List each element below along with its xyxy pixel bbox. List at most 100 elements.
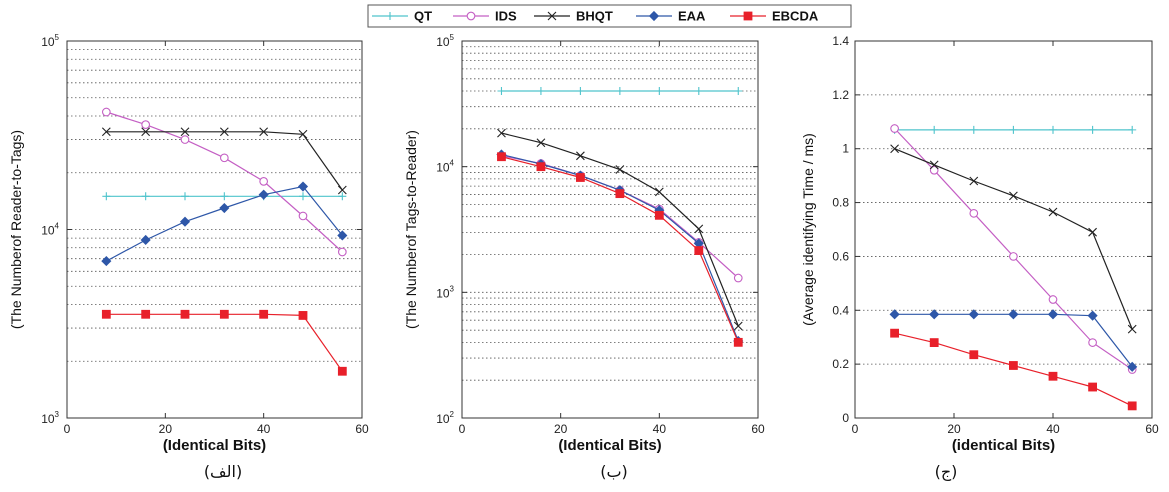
data-point bbox=[259, 127, 269, 137]
data-point bbox=[1088, 382, 1097, 392]
data-point bbox=[1048, 295, 1058, 304]
y-tick-label: 103 bbox=[41, 410, 59, 426]
data-point bbox=[337, 230, 348, 241]
y-tick-label: 0.6 bbox=[832, 249, 849, 263]
data-point bbox=[219, 309, 229, 319]
data-point bbox=[969, 350, 979, 360]
data-point bbox=[536, 87, 545, 96]
data-point bbox=[1048, 371, 1058, 381]
data-point bbox=[576, 173, 585, 182]
y-tick-base: 10 bbox=[436, 35, 450, 49]
y-tick-exponent: 5 bbox=[450, 33, 455, 42]
series-group bbox=[496, 87, 744, 347]
x-tick-label: 0 bbox=[852, 422, 859, 436]
x-tick-label: 40 bbox=[1046, 422, 1060, 436]
y-tick-base: 10 bbox=[41, 224, 55, 238]
data-point bbox=[930, 125, 939, 134]
data-point bbox=[655, 87, 664, 96]
data-point bbox=[1048, 207, 1058, 217]
panel-caption: (الف) bbox=[204, 462, 242, 481]
data-point bbox=[733, 273, 743, 283]
series-ebcda bbox=[497, 152, 743, 347]
y-tick-label: 104 bbox=[41, 222, 59, 238]
x-axis-label: (identical Bits) bbox=[952, 437, 1055, 454]
data-point bbox=[1127, 324, 1137, 334]
x-tick-label: 20 bbox=[554, 422, 568, 436]
y-tick-label: 102 bbox=[436, 410, 454, 426]
data-point bbox=[181, 192, 189, 201]
data-point bbox=[101, 127, 111, 137]
series-group bbox=[101, 107, 348, 376]
data-point bbox=[219, 153, 229, 163]
data-point bbox=[337, 366, 347, 376]
data-point bbox=[141, 192, 150, 201]
legend-marker bbox=[648, 10, 660, 22]
series-ebcda bbox=[890, 328, 1137, 411]
data-point bbox=[1049, 125, 1057, 134]
series-bhqt bbox=[890, 144, 1137, 334]
y-tick-label: 0.2 bbox=[832, 357, 849, 371]
y-tick-base: 10 bbox=[436, 161, 450, 175]
data-point bbox=[615, 189, 625, 199]
data-point bbox=[576, 151, 585, 161]
data-point bbox=[297, 181, 309, 192]
x-tick-label: 20 bbox=[159, 422, 173, 436]
series-eaa bbox=[889, 309, 1138, 372]
y-tick-exponent: 4 bbox=[450, 159, 455, 168]
data-point bbox=[141, 127, 151, 137]
y-tick-label: 0.4 bbox=[832, 303, 849, 317]
legend-label: IDS bbox=[495, 9, 517, 24]
data-point bbox=[337, 247, 347, 257]
y-tick-label: 105 bbox=[41, 33, 59, 49]
data-point bbox=[969, 208, 979, 218]
data-point bbox=[497, 87, 506, 96]
data-point bbox=[733, 321, 743, 331]
x-tick-label: 0 bbox=[459, 422, 466, 436]
data-point bbox=[576, 87, 585, 96]
series-bhqt bbox=[497, 128, 743, 331]
data-point bbox=[929, 338, 939, 348]
data-point bbox=[1127, 401, 1137, 411]
data-point bbox=[1087, 310, 1098, 321]
data-point bbox=[101, 309, 111, 319]
gridlines bbox=[462, 46, 758, 381]
plot-area bbox=[462, 41, 758, 418]
data-point bbox=[536, 138, 546, 148]
y-tick-label: 104 bbox=[436, 159, 454, 175]
data-point bbox=[180, 309, 190, 319]
x-tick-label: 60 bbox=[1145, 422, 1159, 436]
legend-marker bbox=[547, 11, 557, 21]
data-point bbox=[258, 189, 269, 200]
data-point bbox=[180, 127, 190, 137]
x-tick-label: 40 bbox=[257, 422, 271, 436]
data-point bbox=[220, 192, 229, 201]
data-point bbox=[654, 187, 664, 197]
data-point bbox=[733, 337, 743, 347]
y-tick-base: 10 bbox=[436, 412, 450, 426]
legend: QT IDS BHQT EAA EBCDA bbox=[367, 4, 852, 28]
x-tick-label: 20 bbox=[947, 422, 961, 436]
y-tick-exponent: 3 bbox=[55, 410, 60, 419]
data-point bbox=[102, 192, 111, 201]
data-point bbox=[1008, 309, 1019, 320]
data-point bbox=[615, 165, 625, 174]
legend-item-eaa: EAA bbox=[636, 9, 706, 24]
x-tick-label: 0 bbox=[64, 422, 71, 436]
y-tick-label: 1.4 bbox=[832, 34, 849, 48]
data-point bbox=[259, 309, 269, 319]
data-point bbox=[497, 152, 506, 162]
y-tick-base: 10 bbox=[436, 286, 450, 300]
plot-frame bbox=[854, 40, 1153, 419]
legend-label: QT bbox=[414, 9, 432, 24]
data-point bbox=[1127, 361, 1138, 372]
y-tick-label: 0 bbox=[842, 411, 849, 425]
data-point bbox=[734, 87, 743, 96]
legend-marker bbox=[386, 12, 394, 20]
y-tick-base: 10 bbox=[41, 412, 55, 426]
data-point bbox=[180, 135, 190, 144]
y-axis-label: (Average identifying Time / ms) bbox=[800, 133, 816, 326]
x-axis-ticks: 0 20 40 60 bbox=[64, 41, 369, 436]
legend-item-ids: IDS bbox=[453, 9, 517, 24]
legend-item-bhqt: BHQT bbox=[534, 9, 613, 24]
